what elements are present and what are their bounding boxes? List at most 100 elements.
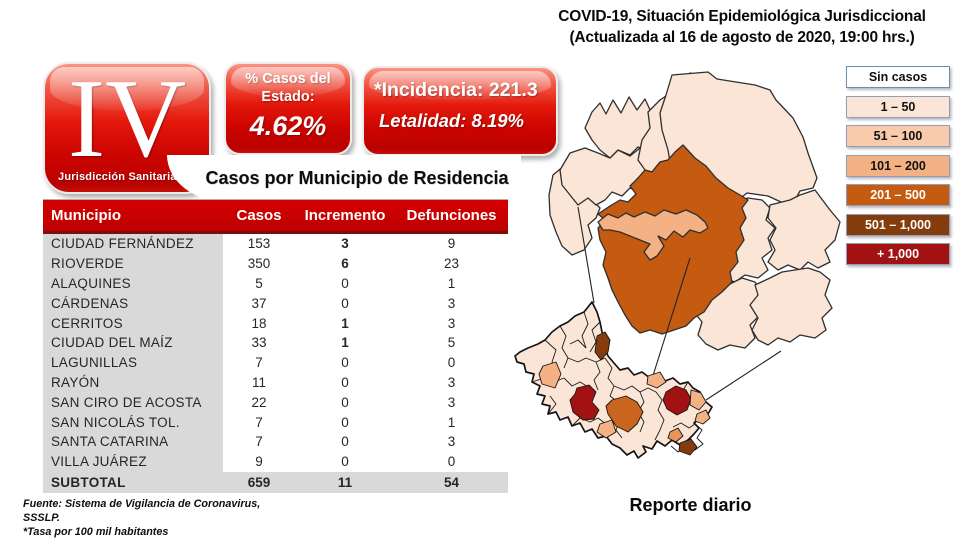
report-title: COVID-19, Situación Epidemiológica Juris… bbox=[522, 6, 962, 48]
cell-defunciones: 3 bbox=[447, 315, 456, 331]
locality-dark-red bbox=[569, 384, 600, 421]
legend-item-501-1000: 501 – 1,000 bbox=[846, 213, 950, 236]
cell-defunciones: 9 bbox=[447, 236, 456, 252]
cell-casos: 33 bbox=[251, 335, 267, 351]
cell-municipio: SANTA CATARINA bbox=[43, 431, 223, 452]
state-share-value: 4.62% bbox=[249, 111, 327, 141]
cell-defunciones: 1 bbox=[447, 414, 456, 430]
cell-casos: 5 bbox=[255, 275, 263, 291]
cell-municipio: SAN CIRO DE ACOSTA bbox=[43, 392, 223, 413]
footnote-source-line1: Fuente: Sistema de Vigilancia de Coronav… bbox=[23, 498, 261, 510]
cell-defunciones: 3 bbox=[447, 434, 456, 450]
cell-municipio: CIUDAD FERNÁNDEZ bbox=[43, 234, 223, 254]
jurisdiction-numeral: IV bbox=[67, 62, 187, 181]
cell-municipio: CERRITOS bbox=[43, 313, 223, 333]
cell-incremento: 3 bbox=[341, 236, 349, 252]
cell-municipio: LAGUNILLAS bbox=[43, 352, 223, 373]
choropleth-map-north bbox=[548, 71, 841, 351]
locality-brown bbox=[678, 438, 698, 456]
legend-item-51-100: 51 – 100 bbox=[846, 125, 950, 147]
municipality-shape bbox=[749, 267, 833, 346]
cell-casos: 153 bbox=[247, 236, 271, 252]
cell-incremento: 1 bbox=[341, 335, 349, 351]
cell-municipio: CÁRDENAS bbox=[43, 293, 223, 314]
cell-defunciones: 3 bbox=[447, 295, 456, 311]
col-header-incremento: Incremento bbox=[304, 207, 386, 224]
table-row: SAN CIRO DE ACOSTA 22 0 3 bbox=[43, 392, 508, 413]
cell-casos: 11 bbox=[251, 374, 266, 390]
municipality-shape bbox=[767, 189, 841, 271]
cell-defunciones: 0 bbox=[447, 454, 456, 470]
table-row: CÁRDENAS 37 0 3 bbox=[43, 293, 508, 314]
subtotal-label: SUBTOTAL bbox=[51, 474, 126, 490]
cell-municipio: SAN NICOLÁS TOL. bbox=[43, 412, 223, 432]
jurisdiction-label: Jurisdicción Sanitaria bbox=[58, 171, 177, 183]
choropleth-map bbox=[514, 71, 841, 459]
cell-incremento: 0 bbox=[341, 434, 349, 450]
jurisdiction-badge: IV Jurisdicción Sanitaria bbox=[43, 62, 211, 194]
cell-incremento: 6 bbox=[341, 256, 349, 272]
col-header-defunciones: Defunciones bbox=[406, 207, 497, 224]
report-title-line1: COVID-19, Situación Epidemiológica Juris… bbox=[558, 8, 926, 25]
cell-incremento: 0 bbox=[341, 394, 349, 410]
locality-peach bbox=[689, 389, 707, 411]
table-row: VILLA JUÁREZ 9 0 0 bbox=[43, 451, 508, 472]
subtotal-incremento: 11 bbox=[337, 474, 353, 490]
table-row: CERRITOS 18 1 3 bbox=[43, 313, 508, 333]
cell-incremento: 0 bbox=[341, 374, 349, 390]
cases-table: Municipio Casos Incremento Defunciones C… bbox=[43, 199, 508, 493]
table-row: SAN NICOLÁS TOL. 7 0 1 bbox=[43, 412, 508, 432]
locality-peach bbox=[538, 361, 562, 389]
cell-incremento: 0 bbox=[341, 295, 349, 311]
cell-municipio: VILLA JUÁREZ bbox=[43, 451, 223, 472]
cell-municipio: RIOVERDE bbox=[43, 253, 223, 274]
cell-defunciones: 3 bbox=[447, 394, 456, 410]
cell-casos: 37 bbox=[251, 295, 267, 311]
choropleth-map-inset bbox=[514, 301, 713, 459]
locality-peach bbox=[596, 419, 617, 439]
map-legend: Sin casos 1 – 50 51 – 100 101 – 200 201 … bbox=[846, 66, 950, 273]
cell-incremento: 0 bbox=[341, 355, 349, 371]
state-share-label-line1: % Casos del bbox=[245, 71, 331, 87]
locality-peach bbox=[694, 409, 711, 425]
inset-colored-localities bbox=[538, 331, 711, 456]
map-caption: Reporte diario bbox=[629, 495, 752, 515]
cell-casos: 7 bbox=[255, 434, 263, 450]
cell-incremento: 0 bbox=[341, 414, 349, 430]
report-title-line2: (Actualizada al 16 de agosto de 2020, 19… bbox=[569, 29, 915, 46]
cell-municipio: ALAQUINES bbox=[43, 273, 223, 294]
cell-municipio: CIUDAD DEL MAÍZ bbox=[43, 332, 223, 353]
cell-defunciones: 3 bbox=[447, 374, 456, 390]
table-row: LAGUNILLAS 7 0 0 bbox=[43, 352, 508, 373]
cell-incremento: 0 bbox=[341, 275, 349, 291]
subtotal-casos: 659 bbox=[247, 474, 271, 490]
section-title: Casos por Municipio de Residencia bbox=[205, 168, 509, 188]
locality-orange bbox=[667, 427, 684, 443]
section-title-plate: Casos por Municipio de Residencia bbox=[167, 155, 521, 202]
table-row: SANTA CATARINA 7 0 3 bbox=[43, 431, 508, 452]
state-share-label-line2: Estado: bbox=[261, 88, 315, 105]
municipality-ciudad-fernandez bbox=[597, 209, 709, 261]
incidence-value: *Incidencia: 221.3 bbox=[374, 79, 538, 101]
locality-brown bbox=[594, 331, 611, 361]
cell-defunciones: 5 bbox=[447, 335, 456, 351]
lethality-value: Letalidad: 8.19% bbox=[379, 110, 524, 131]
inset-subdivision-lines bbox=[531, 311, 704, 453]
cell-defunciones: 1 bbox=[447, 275, 456, 291]
state-share-box: % Casos del Estado: 4.62% bbox=[224, 62, 352, 155]
municipality-rioverde bbox=[597, 144, 749, 335]
cell-incremento: 1 bbox=[341, 315, 349, 331]
table-row: CIUDAD DEL MAÍZ 33 1 5 bbox=[43, 332, 508, 353]
incidence-box: *Incidencia: 221.3 Letalidad: 8.19% bbox=[362, 66, 558, 156]
footnote-source-line2: SSSLP. bbox=[23, 511, 61, 524]
cell-municipio: RAYÓN bbox=[43, 372, 223, 393]
table-row: CIUDAD FERNÁNDEZ 153 3 9 bbox=[43, 234, 508, 254]
map-connector-line bbox=[577, 206, 595, 304]
cell-casos: 350 bbox=[247, 256, 271, 272]
table-row: RIOVERDE 350 6 23 bbox=[43, 253, 508, 274]
legend-item-101-200: 101 – 200 bbox=[846, 154, 950, 177]
cell-incremento: 0 bbox=[341, 454, 349, 470]
footnotes: Fuente: Sistema de Vigilancia de Coronav… bbox=[23, 498, 260, 539]
legend-item-sin-casos: Sin casos bbox=[846, 66, 950, 88]
